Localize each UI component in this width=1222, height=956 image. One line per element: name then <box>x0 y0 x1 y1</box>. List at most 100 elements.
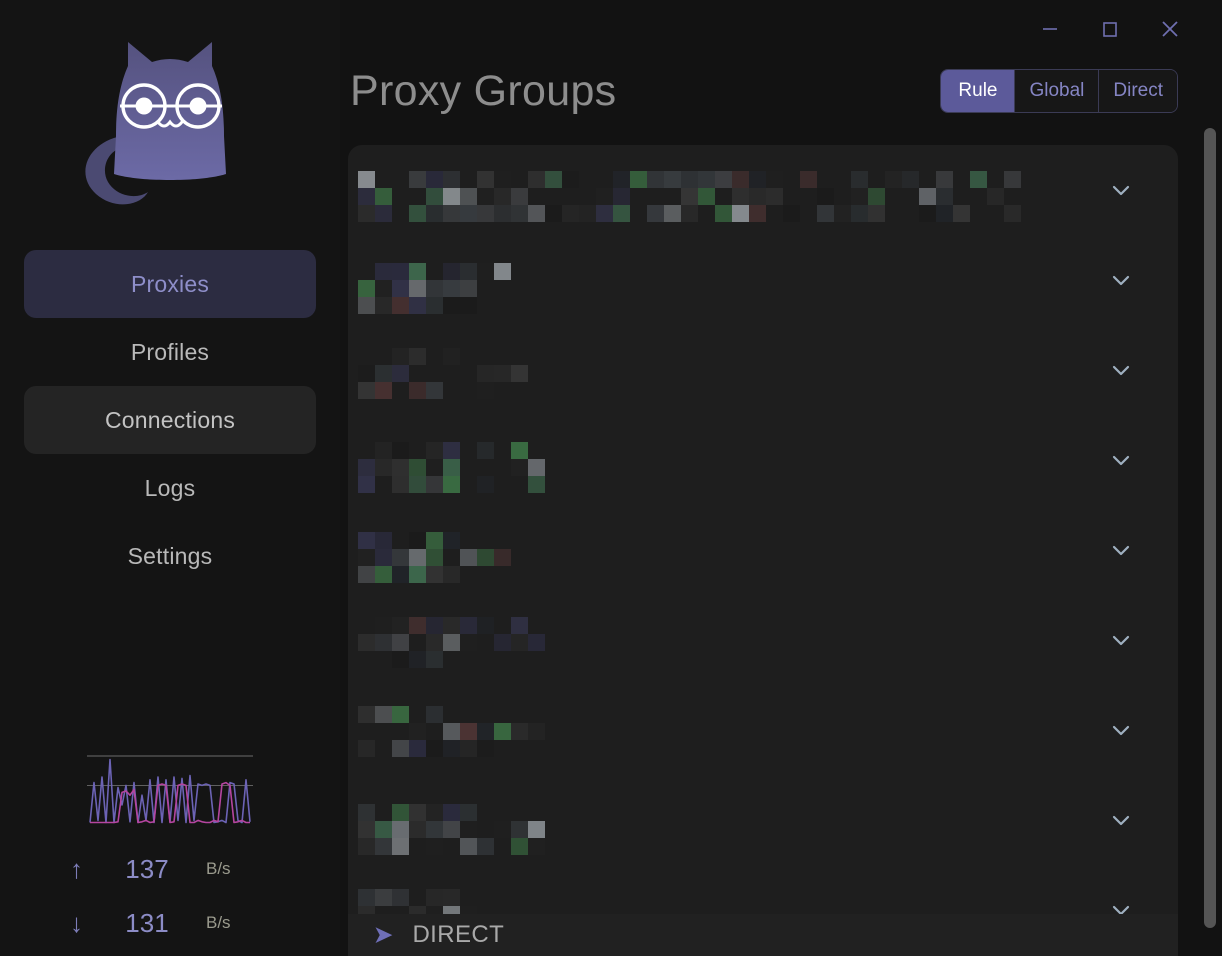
chevron-down-icon[interactable] <box>1108 807 1134 833</box>
mosaic-block <box>426 889 443 906</box>
proxy-group-row[interactable] <box>348 595 1178 685</box>
mosaic-block <box>392 442 409 459</box>
chevron-down-icon[interactable] <box>1108 447 1134 473</box>
mosaic-block <box>358 804 375 821</box>
mosaic-block <box>902 171 919 188</box>
upload-speed-row: ↑ 137 B/s <box>0 842 340 896</box>
arrow-down-icon: ↓ <box>70 908 83 938</box>
mosaic-block <box>392 821 409 838</box>
proxy-group-row[interactable] <box>348 685 1178 775</box>
mode-button-global[interactable]: Global <box>1015 70 1100 112</box>
page-title: Proxy Groups <box>350 66 617 115</box>
mosaic-block <box>953 205 970 222</box>
mosaic-block <box>392 476 409 493</box>
mosaic-block <box>426 706 443 723</box>
mosaic-block <box>358 365 375 382</box>
mosaic-block <box>664 171 681 188</box>
scrollbar-track[interactable] <box>1204 128 1216 932</box>
sidebar: Proxies Profiles Connections Logs Settin… <box>0 0 340 956</box>
mosaic-block <box>698 171 715 188</box>
mosaic-block <box>443 459 460 476</box>
mode-button-direct[interactable]: Direct <box>1099 70 1177 112</box>
mosaic-block <box>375 549 392 566</box>
mosaic-block <box>426 280 443 297</box>
mosaic-block <box>732 171 749 188</box>
window-titlebar <box>340 0 1222 58</box>
proxy-group-row[interactable] <box>348 235 1178 325</box>
mosaic-block <box>426 171 443 188</box>
mosaic-block <box>443 171 460 188</box>
proxy-group-row[interactable] <box>348 415 1178 505</box>
mosaic-block <box>477 442 494 459</box>
mosaic-block <box>409 549 426 566</box>
mosaic-block <box>562 171 579 188</box>
mosaic-block <box>392 634 409 651</box>
proxy-group-row[interactable] <box>348 145 1178 235</box>
sidebar-item-profiles[interactable]: Profiles <box>24 318 316 386</box>
scrollbar-thumb[interactable] <box>1204 128 1216 928</box>
mosaic-block <box>851 205 868 222</box>
sidebar-item-logs[interactable]: Logs <box>24 454 316 522</box>
sidebar-nav: Proxies Profiles Connections Logs Settin… <box>0 250 340 590</box>
mode-button-rule[interactable]: Rule <box>941 70 1016 112</box>
upload-speed-unit: B/s <box>206 859 231 878</box>
mosaic-block <box>545 171 562 188</box>
mosaic-block <box>460 205 477 222</box>
proxy-group-row[interactable] <box>348 775 1178 865</box>
chevron-down-icon[interactable] <box>1108 717 1134 743</box>
close-button[interactable] <box>1140 8 1200 50</box>
proxy-group-row[interactable] <box>348 325 1178 415</box>
traffic-sparkline-chart <box>87 755 253 824</box>
mosaic-block <box>375 263 392 280</box>
chevron-down-icon[interactable] <box>1108 627 1134 653</box>
chevron-down-icon[interactable] <box>1108 177 1134 203</box>
minimize-button[interactable] <box>1020 8 1080 50</box>
mosaic-block <box>426 838 443 855</box>
sidebar-item-label: Settings <box>127 542 213 569</box>
mosaic-block <box>817 188 834 205</box>
mosaic-block <box>392 706 409 723</box>
mosaic-block <box>375 532 392 549</box>
mosaic-block <box>426 297 443 314</box>
mosaic-block <box>392 566 409 583</box>
mosaic-block <box>375 188 392 205</box>
mosaic-block <box>426 566 443 583</box>
mosaic-block <box>987 188 1004 205</box>
mosaic-block <box>443 740 460 757</box>
chevron-down-icon[interactable] <box>1108 357 1134 383</box>
sidebar-item-connections[interactable]: Connections <box>24 386 316 454</box>
mosaic-block <box>358 382 375 399</box>
chevron-down-icon[interactable] <box>1108 267 1134 293</box>
proxy-group-list[interactable]: ➤ DIRECT <box>348 145 1178 956</box>
mosaic-block <box>460 838 477 855</box>
sidebar-item-proxies[interactable]: Proxies <box>24 250 316 318</box>
mosaic-block <box>477 171 494 188</box>
mosaic-block <box>443 532 460 549</box>
mosaic-block <box>936 171 953 188</box>
mosaic-block <box>766 188 783 205</box>
mosaic-block <box>477 382 494 399</box>
sidebar-item-label: Connections <box>104 406 236 433</box>
chevron-down-icon[interactable] <box>1108 537 1134 563</box>
sidebar-item-settings[interactable]: Settings <box>24 522 316 590</box>
mosaic-block <box>851 171 868 188</box>
mosaic-block <box>613 205 630 222</box>
mosaic-block <box>1004 171 1021 188</box>
mosaic-block <box>375 821 392 838</box>
mosaic-block <box>392 889 409 906</box>
mosaic-block <box>392 804 409 821</box>
sidebar-item-label: Logs <box>144 474 196 501</box>
mosaic-block <box>460 617 477 634</box>
mosaic-block <box>443 804 460 821</box>
mosaic-block <box>460 634 477 651</box>
mosaic-block <box>477 617 494 634</box>
mosaic-block <box>409 821 426 838</box>
traffic-widget: ↑ 137 B/s ↓ 131 B/s <box>0 750 340 956</box>
mosaic-block <box>494 365 511 382</box>
proxy-group-row[interactable] <box>348 505 1178 595</box>
maximize-button[interactable] <box>1080 8 1140 50</box>
mosaic-block <box>358 205 375 222</box>
mosaic-block <box>460 740 477 757</box>
direct-proxy-row[interactable]: ➤ DIRECT <box>348 914 1178 956</box>
mosaic-block <box>511 821 528 838</box>
